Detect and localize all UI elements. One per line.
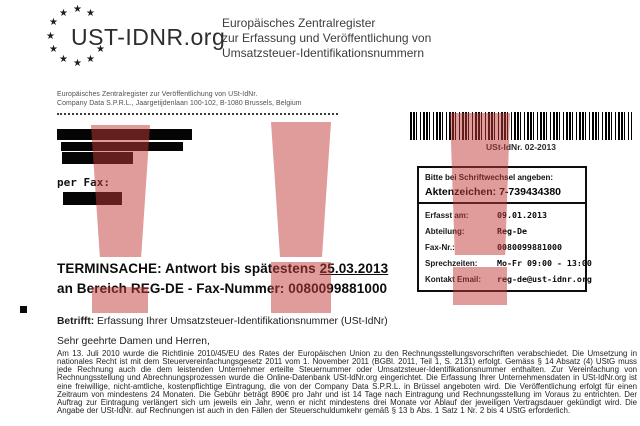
deadline-line-1: TERMINSACHE: Antwort bis spätestens 25.0… xyxy=(57,259,388,279)
reference-info-box: Bitte bei Schriftwechsel angeben: Aktenz… xyxy=(417,166,592,292)
deadline-notice: TERMINSACHE: Antwort bis spätestens 25.0… xyxy=(57,259,388,299)
info-label: Sprechzeiten: xyxy=(425,259,478,268)
subject-line: Betrifft: Erfassung Ihrer Umsatzsteuer-I… xyxy=(57,316,388,327)
sender-line: Europäisches Zentralregister zur Veröffe… xyxy=(57,91,258,98)
letterhead-line: Europäisches Zentralregister xyxy=(222,16,376,30)
eu-star-icon: ★ xyxy=(73,58,82,69)
eu-star-icon: ★ xyxy=(96,44,105,55)
reference-info-header: Bitte bei Schriftwechsel angeben: Aktenz… xyxy=(419,168,585,204)
info-value: reg-de@ust-idnr.org xyxy=(497,274,592,284)
logo-wordmark: UST-IDNR.org xyxy=(71,24,226,50)
red-exclamation-stamp-bar xyxy=(271,122,331,257)
info-row-abteilung: Abteilung: Reg-De xyxy=(425,226,579,236)
subject-label: Betrifft: xyxy=(57,316,95,327)
info-row-kontakt-email: Kontakt Email: reg-de@ust-idnr.org xyxy=(425,274,592,284)
per-fax-label: per Fax: xyxy=(57,176,110,189)
info-row-sprechzeiten: Sprechzeiten: Mo-Fr 09:00 - 13:00 xyxy=(425,258,592,268)
letterhead-title: Europäisches Zentralregister zur Erfassu… xyxy=(222,16,431,61)
info-value: Mo-Fr 09:00 - 13:00 xyxy=(497,258,592,268)
eu-star-icon: ★ xyxy=(86,54,95,65)
info-value: 0080099881000 xyxy=(497,242,562,252)
letterhead-line: zur Erfassung und Veröffentlichung von xyxy=(222,31,432,45)
info-row-fax-nr: Fax-Nr.: 0080099881000 xyxy=(425,242,579,252)
eu-star-icon: ★ xyxy=(59,8,68,19)
info-value: Reg-De xyxy=(497,226,527,236)
deadline-line-2: an Bereich REG-DE - Fax-Nummer: 00800998… xyxy=(57,281,388,296)
eu-star-icon: ★ xyxy=(59,54,68,65)
redaction-bar xyxy=(61,142,183,151)
deadline-date: 25.03.2013 xyxy=(319,261,389,276)
barcode-label: USt-IdNr. 02-2013 xyxy=(486,142,556,152)
letter-body: Am 13. Juli 2010 wurde die Richtlinie 20… xyxy=(57,349,637,416)
info-row-erfasst-am: Erfasst am: 09.01.2013 xyxy=(425,210,579,220)
redaction-bar xyxy=(62,152,133,164)
barcode xyxy=(410,112,632,140)
eu-star-icon: ★ xyxy=(86,8,95,19)
info-value: 09.01.2013 xyxy=(497,210,547,220)
perforation-dotted-line xyxy=(57,113,338,115)
info-label: Fax-Nr.: xyxy=(425,243,455,252)
sender-line: Company Data S.P.R.L., Jaargetijdenlaan … xyxy=(57,99,302,107)
reference-info-rows: Erfasst am: 09.01.2013 Abteilung: Reg-De… xyxy=(419,204,592,290)
info-label: Kontakt Email: xyxy=(425,275,482,284)
eu-star-icon: ★ xyxy=(46,31,55,42)
info-label: Abteilung: xyxy=(425,227,465,236)
aktenzeichen: Aktenzeichen: 7-739434380 xyxy=(425,186,561,198)
eu-star-icon: ★ xyxy=(73,4,82,15)
subject-text: Erfassung Ihrer Umsatzsteuer-Identifikat… xyxy=(94,316,388,327)
fold-mark xyxy=(20,306,27,313)
letterhead-line: Umsatzsteuer-Identifikationsnummern xyxy=(222,46,425,60)
redaction-bar-fax-number xyxy=(63,192,122,205)
deadline-text: TERMINSACHE: Antwort bis spätestens xyxy=(57,261,320,276)
info-label: Erfasst am: xyxy=(425,211,469,220)
salutation: Sehr geehrte Damen und Herren, xyxy=(57,336,210,347)
sender-address: Europäisches Zentralregister zur Veröffe… xyxy=(57,91,302,108)
correspondence-note: Bitte bei Schriftwechsel angeben: xyxy=(425,173,554,182)
redaction-bar xyxy=(57,129,192,140)
eu-star-icon: ★ xyxy=(49,44,58,55)
eu-star-icon: ★ xyxy=(49,17,58,28)
